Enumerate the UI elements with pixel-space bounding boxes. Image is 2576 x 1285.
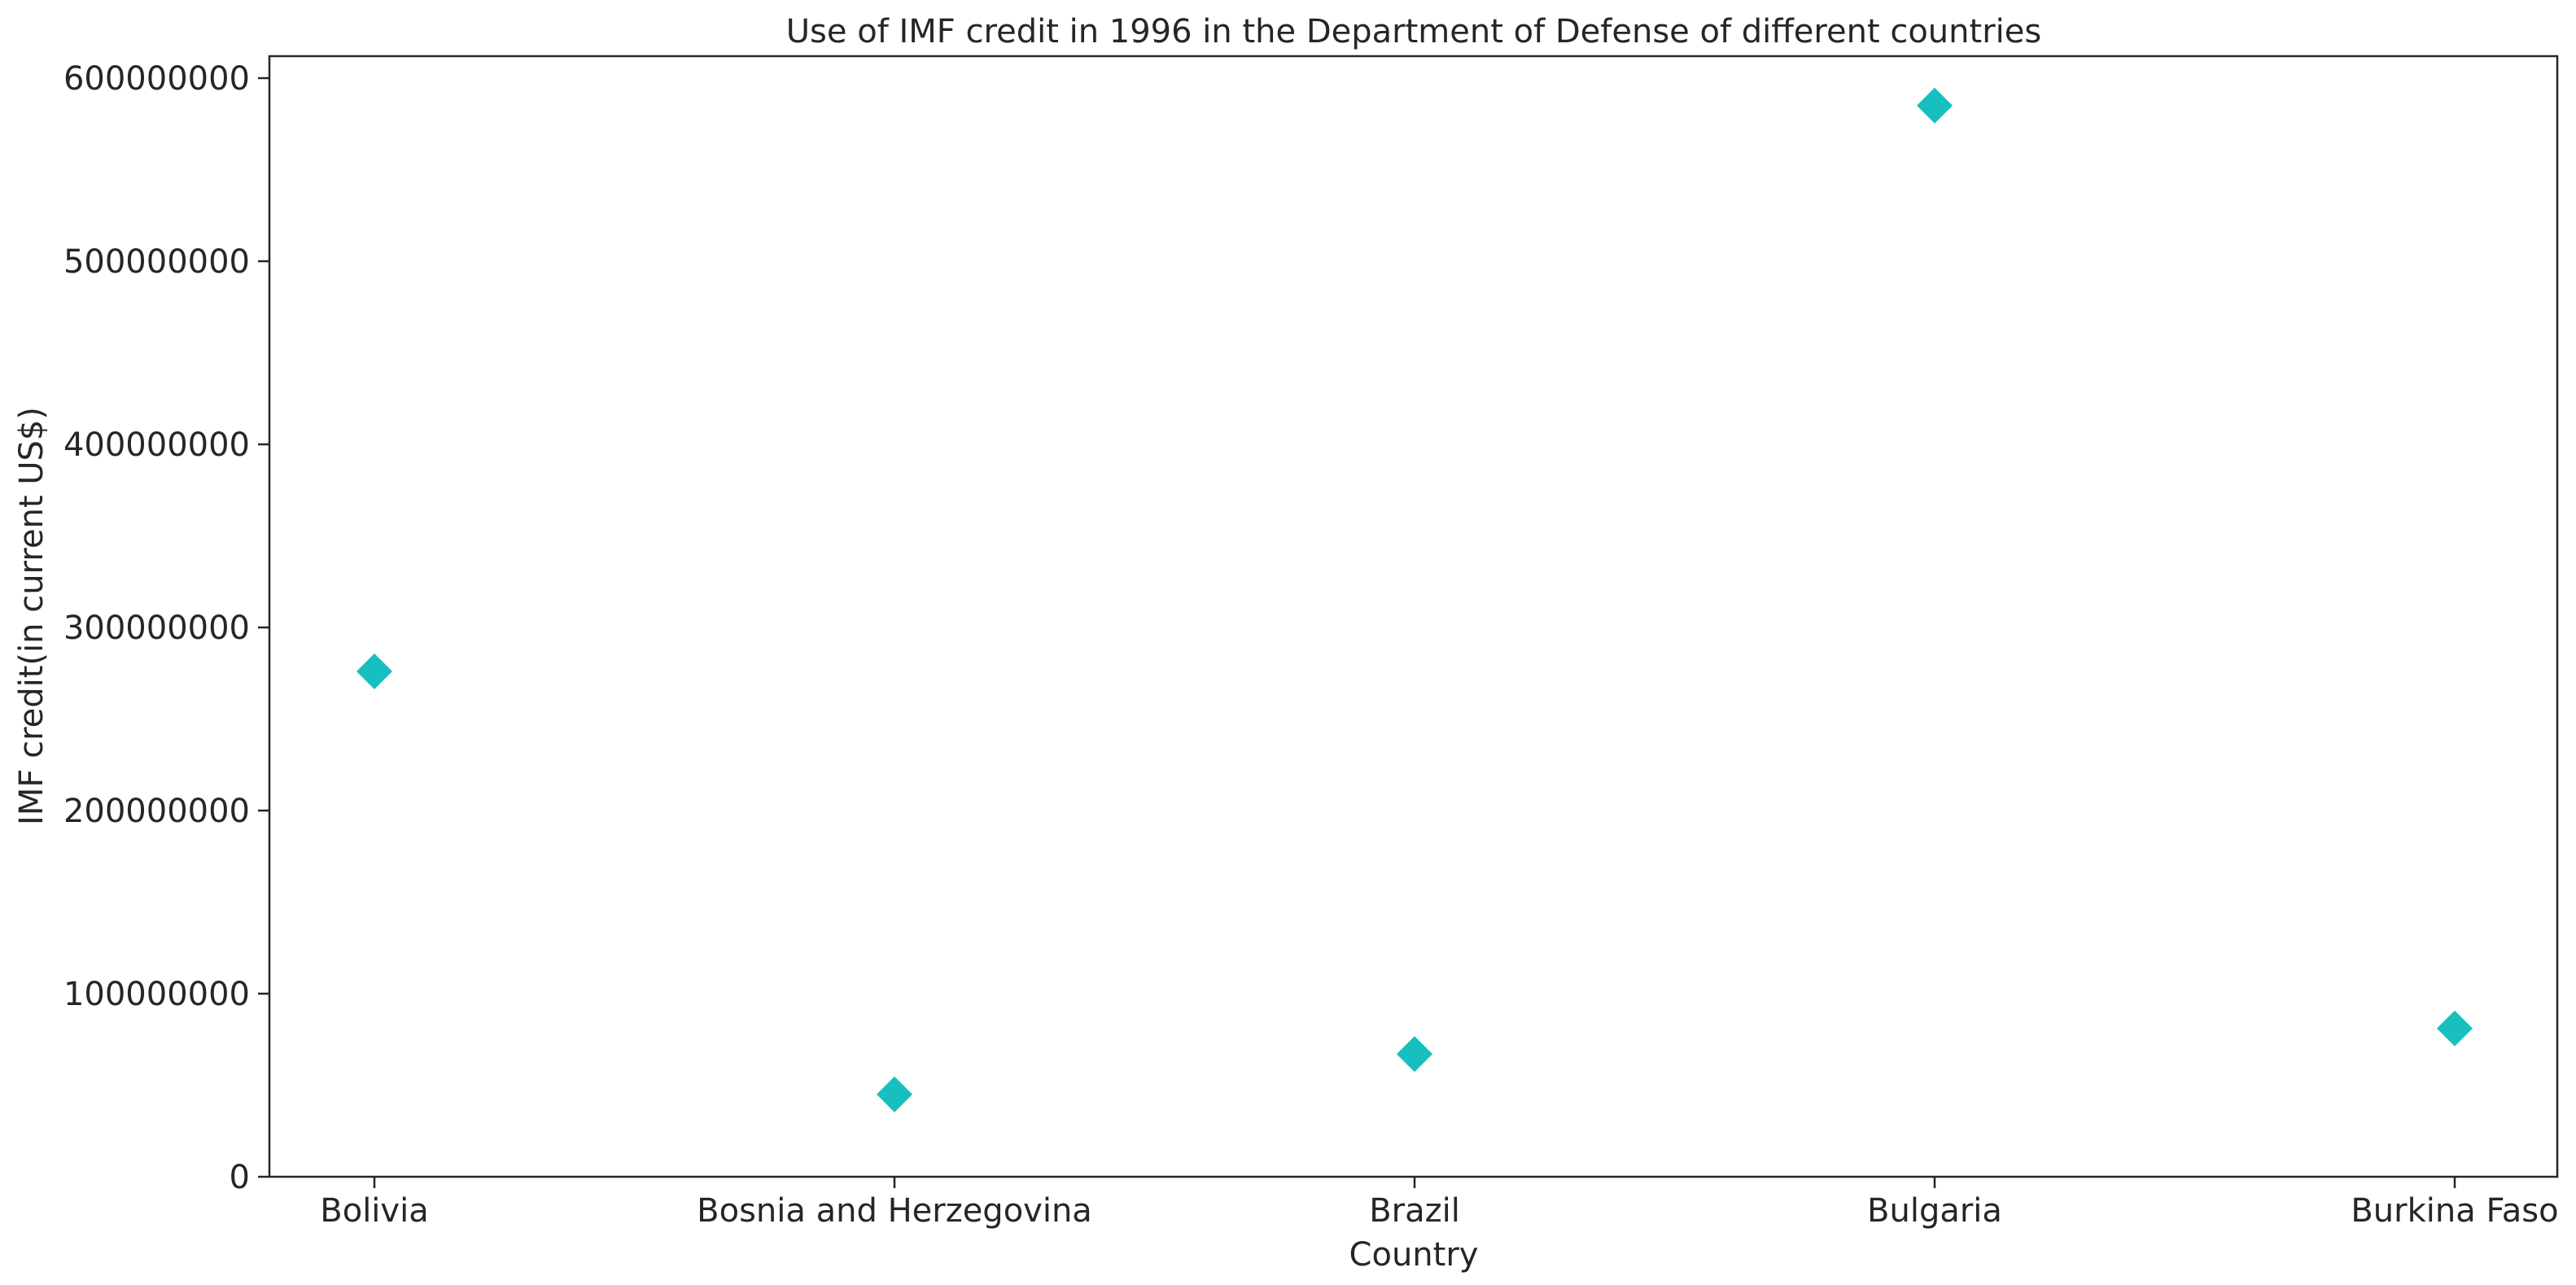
y-tick-label: 600000000 [63,60,250,98]
x-tick-label: Bulgaria [1867,1192,2002,1230]
data-point-bulgaria [1917,87,1953,124]
y-axis-label: IMF credit(in current US$) [13,407,50,825]
data-point-brazil [1397,1036,1432,1073]
chart-title: Use of IMF credit in 1996 in the Departm… [786,13,2041,50]
plot-frame [268,55,2559,1178]
data-point-bosnia-and-herzegovina [877,1076,912,1112]
x-tick-label: Bolivia [320,1192,428,1230]
x-tick-label: Bosnia and Herzegovina [697,1192,1092,1230]
y-tick-label: 400000000 [63,426,250,464]
data-point-bolivia [356,653,392,689]
x-tick-label: Burkina Faso [2351,1192,2558,1230]
y-tick-label: 200000000 [63,793,250,830]
x-tick-label: Brazil [1369,1192,1460,1230]
y-axis-ticks: 0 100000000 200000000 300000000 400000000 500… [63,60,269,1196]
x-axis-ticks: Bolivia Bosnia and Herzegovina Brazil Bulga… [320,1177,2559,1230]
x-axis-label: Country [1349,1236,1479,1274]
y-tick-label: 100000000 [63,976,250,1013]
y-tick-label: 300000000 [63,610,250,647]
y-tick-label: 500000000 [63,243,250,281]
data-points [356,87,2473,1112]
data-point-burkina-faso [2437,1010,2473,1047]
y-tick-label: 0 [230,1159,250,1196]
